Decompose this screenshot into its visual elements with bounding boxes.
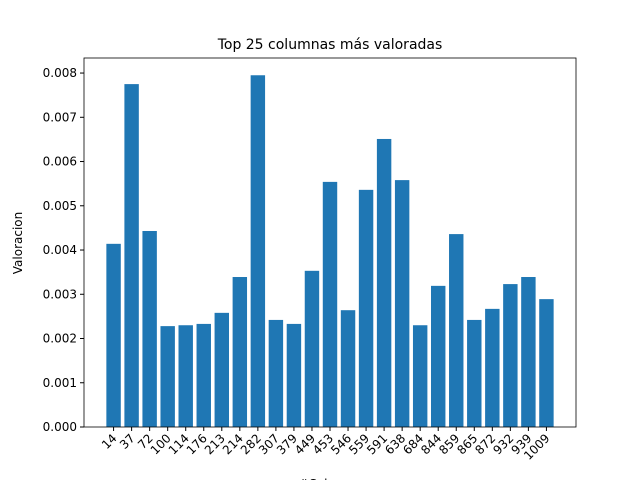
y-tick-label: 0.007 xyxy=(43,110,77,124)
bar xyxy=(124,84,139,428)
bar xyxy=(268,319,284,427)
chart-title: Top 25 columnas más valoradas xyxy=(217,37,443,53)
bar xyxy=(106,243,121,427)
bar xyxy=(449,234,464,427)
bar xyxy=(340,310,356,427)
bar xyxy=(304,270,320,427)
bar xyxy=(286,323,302,427)
y-tick-label: 0.003 xyxy=(43,287,77,301)
bar xyxy=(160,326,175,427)
bar xyxy=(358,189,374,427)
plot-frame xyxy=(83,57,577,428)
y-axis-label: Valoracion xyxy=(11,212,25,274)
bar xyxy=(467,319,482,427)
bar xyxy=(196,323,211,427)
y-tick-label: 0.006 xyxy=(43,155,77,169)
bar xyxy=(485,308,500,427)
bar xyxy=(394,180,410,427)
bar xyxy=(250,75,266,427)
bar xyxy=(142,230,157,427)
bar xyxy=(412,325,428,427)
y-tick-label: 0.001 xyxy=(43,376,77,390)
bar xyxy=(232,277,248,427)
bar xyxy=(430,285,446,427)
y-tick-label: 0.004 xyxy=(43,243,77,257)
y-tick-label: 0.000 xyxy=(43,420,77,434)
bar xyxy=(521,277,536,427)
bar xyxy=(503,284,518,427)
y-tick-label: 0.002 xyxy=(43,332,77,346)
bar xyxy=(178,325,193,427)
x-axis-label: #Columna xyxy=(298,477,361,480)
y-tick-label: 0.008 xyxy=(43,66,77,80)
bar xyxy=(214,312,230,427)
bar xyxy=(376,138,392,427)
y-tick-label: 0.005 xyxy=(43,199,77,213)
bar xyxy=(322,181,338,427)
bar xyxy=(539,299,554,427)
